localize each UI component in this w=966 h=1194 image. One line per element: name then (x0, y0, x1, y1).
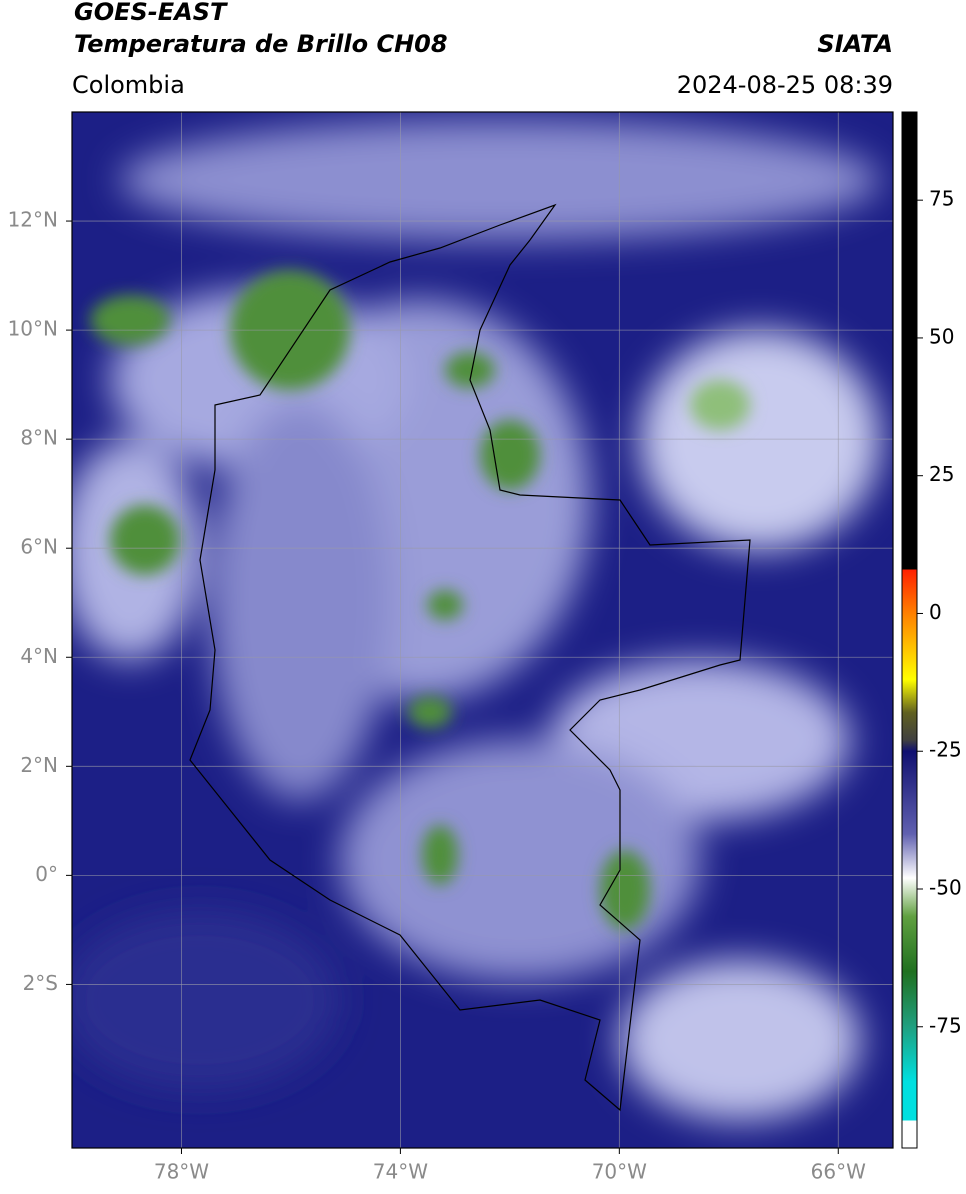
title: GOES-EAST (74, 0, 228, 26)
y-tick-label: 10°N (8, 317, 58, 341)
colorbar (901, 111, 918, 1149)
datetime: 2024-08-25 08:39 (677, 71, 893, 99)
ticks: 78°W 74°W 70°W 66°W 12°N 10°N 8°N 6°N 4°N 2°N 0° 2°… (8, 187, 962, 1184)
y-tick-label: 6°N (20, 535, 58, 559)
colorbar-tick-label: 0 (929, 600, 942, 624)
y-tick-label: 12°N (8, 208, 58, 232)
region: Colombia (72, 71, 185, 99)
agency: SIATA (817, 30, 893, 58)
y-tick-label: 8°N (20, 426, 58, 450)
x-tick-label: 74°W (373, 1160, 428, 1184)
colorbar-tick-label: -50 (929, 876, 962, 900)
map-frame (71, 111, 894, 1149)
country-border (189, 203, 751, 1112)
y-tick-label: 0° (35, 862, 58, 886)
x-tick-label: 70°W (592, 1160, 647, 1184)
colorbar-tick-label: 50 (929, 324, 954, 348)
y-tick-label: 2°N (20, 753, 58, 777)
colorbar-tick-label: -25 (929, 738, 962, 762)
y-tick-label: 2°S (23, 971, 58, 995)
colorbar-tick-label: 25 (929, 462, 954, 486)
cold-tops (90, 270, 750, 930)
subtitle: Temperatura de Brillo CH08 (74, 30, 448, 58)
x-tick-label: 66°W (811, 1160, 866, 1184)
colorbar-tick-label: -75 (929, 1013, 962, 1037)
satellite-image (72, 112, 893, 1148)
x-tick-label: 78°W (154, 1160, 209, 1184)
colorbar-tick-label: 75 (929, 187, 954, 211)
cloud-field (72, 120, 880, 1120)
y-tick-label: 4°N (20, 644, 58, 668)
grid (72, 112, 893, 1148)
